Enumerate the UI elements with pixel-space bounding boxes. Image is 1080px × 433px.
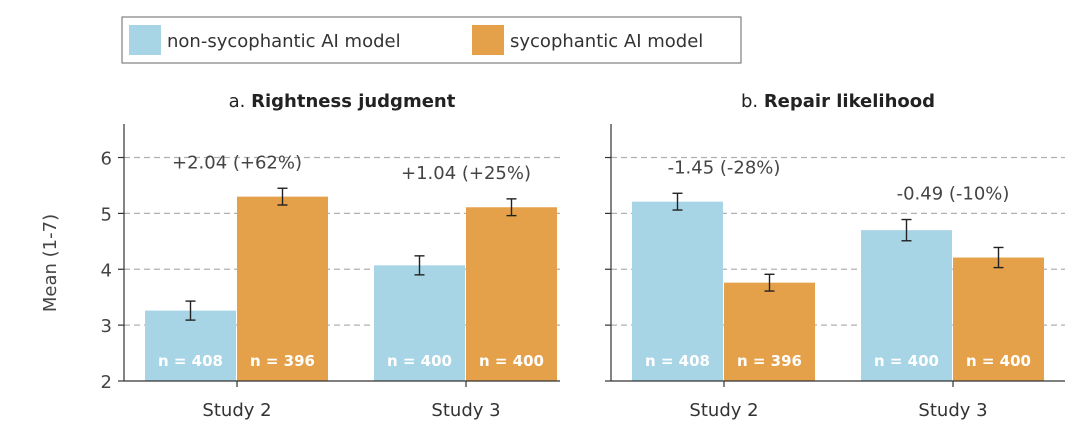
bar-sycophantic-study3: [953, 257, 1044, 381]
y-tick-label: 4: [101, 260, 112, 281]
bar-non-sycophantic-study3: [374, 265, 465, 381]
bar-non-sycophantic-study2: [632, 201, 723, 381]
panel-title-name: Repair likelihood: [764, 91, 935, 112]
n-label: n = 396: [250, 352, 315, 370]
panel-a: n = 408 n = 396 +2.04 (+62%) Study 2 n = 400…: [101, 91, 560, 421]
panel-title: a. Rightness judgment: [229, 91, 456, 112]
n-label: n = 400: [966, 352, 1031, 370]
x-tick-label: Study 3: [431, 400, 500, 421]
legend: non-sycophantic AI model sycophantic AI m…: [121, 16, 742, 64]
panel-title: b. Repair likelihood: [741, 91, 935, 112]
difference-annotation: -1.45 (-28%): [668, 157, 781, 178]
bar-non-sycophantic-study3: [861, 230, 952, 381]
n-label: n = 408: [158, 352, 223, 370]
bar-sycophantic-study2: [237, 196, 328, 381]
y-tick-label: 5: [101, 204, 112, 225]
n-label: n = 400: [387, 352, 452, 370]
legend-entry-2: sycophantic AI model: [510, 31, 703, 52]
n-label: n = 400: [479, 352, 544, 370]
x-tick-label: Study 2: [689, 400, 758, 421]
bar-sycophantic-study3: [466, 207, 557, 381]
panels: n = 408 n = 396 +2.04 (+62%) Study 2 n = 400…: [101, 91, 1065, 421]
difference-annotation: -0.49 (-10%): [897, 184, 1010, 205]
panel-title-name: Rightness judgment: [251, 91, 456, 112]
legend-swatch-1: [129, 25, 161, 55]
difference-annotation: +2.04 (+62%): [172, 152, 302, 173]
y-tick-label: 2: [101, 372, 112, 393]
x-tick-label: Study 2: [202, 400, 271, 421]
n-label: n = 400: [874, 352, 939, 370]
n-label: n = 408: [645, 352, 710, 370]
n-label: n = 396: [737, 352, 802, 370]
difference-annotation: +1.04 (+25%): [401, 163, 531, 184]
y-axis-label: Mean (1-7): [40, 214, 61, 312]
panel-title-prefix: a.: [229, 91, 251, 112]
y-tick-label: 3: [101, 316, 112, 337]
panel-b: n = 408 n = 396 -1.45 (-28%) Study 2 n = 400…: [605, 91, 1065, 421]
x-tick-label: Study 3: [918, 400, 987, 421]
legend-swatch-2: [472, 25, 504, 55]
legend-entry-1: non-sycophantic AI model: [167, 31, 401, 52]
bar-non-sycophantic-study2: [145, 310, 236, 381]
y-tick-label: 6: [101, 149, 112, 170]
bar-sycophantic-study2: [724, 282, 815, 381]
legend-frame: [121, 16, 742, 64]
panel-title-prefix: b.: [741, 91, 764, 112]
